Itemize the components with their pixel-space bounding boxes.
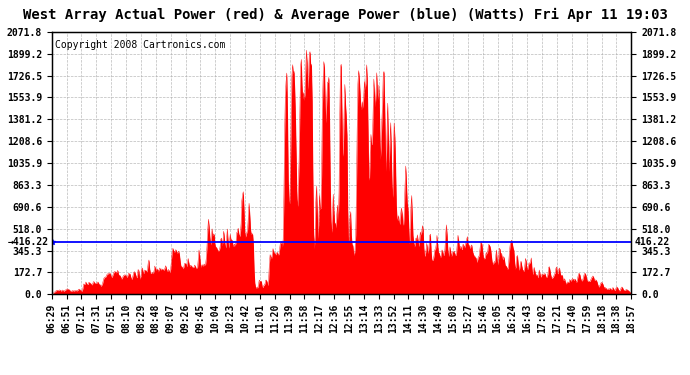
Text: West Array Actual Power (red) & Average Power (blue) (Watts) Fri Apr 11 19:03: West Array Actual Power (red) & Average … [23, 8, 667, 22]
Text: Copyright 2008 Cartronics.com: Copyright 2008 Cartronics.com [55, 40, 225, 50]
Text: →416.22: →416.22 [8, 237, 49, 247]
Text: 416.22: 416.22 [634, 237, 669, 247]
